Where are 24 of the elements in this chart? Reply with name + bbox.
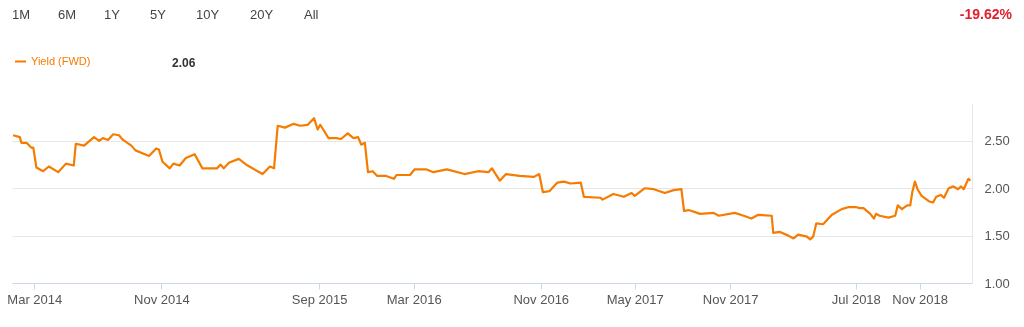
text: 20Y (250, 7, 274, 22)
x-tick-label: Nov 2016 (513, 291, 570, 307)
text: 10Y (196, 7, 220, 22)
text: 1Y (104, 7, 121, 22)
y-tick-label: 2.50 (984, 133, 1010, 149)
line-series (11, 117, 972, 241)
text: 6M (58, 7, 77, 22)
x-tick-label: May 2017 (606, 291, 664, 307)
x-tick-label: Nov 2018 (892, 291, 948, 307)
x-tick-label: Mar 2016 (386, 291, 442, 307)
x-tick-label: Mar 2014 (7, 291, 63, 307)
text: 5Y (150, 7, 167, 22)
x-tick-label: Sep 2015 (291, 291, 348, 307)
text: -19.62% (959, 6, 1013, 22)
text: 1M (12, 7, 31, 22)
x-tick-label: Nov 2017 (702, 291, 759, 307)
legend-label: Yield (FWD) (31, 54, 91, 67)
y-tick-label: 1.00 (984, 275, 1010, 291)
y-tick-label: 1.50 (984, 228, 1010, 244)
x-tick-label: Nov 2014 (134, 291, 190, 307)
x-tick-label: Jul 2018 (831, 291, 881, 307)
y-tick-label: 2.00 (984, 180, 1010, 196)
text: All (304, 7, 319, 22)
text: 2.06 (172, 56, 196, 70)
